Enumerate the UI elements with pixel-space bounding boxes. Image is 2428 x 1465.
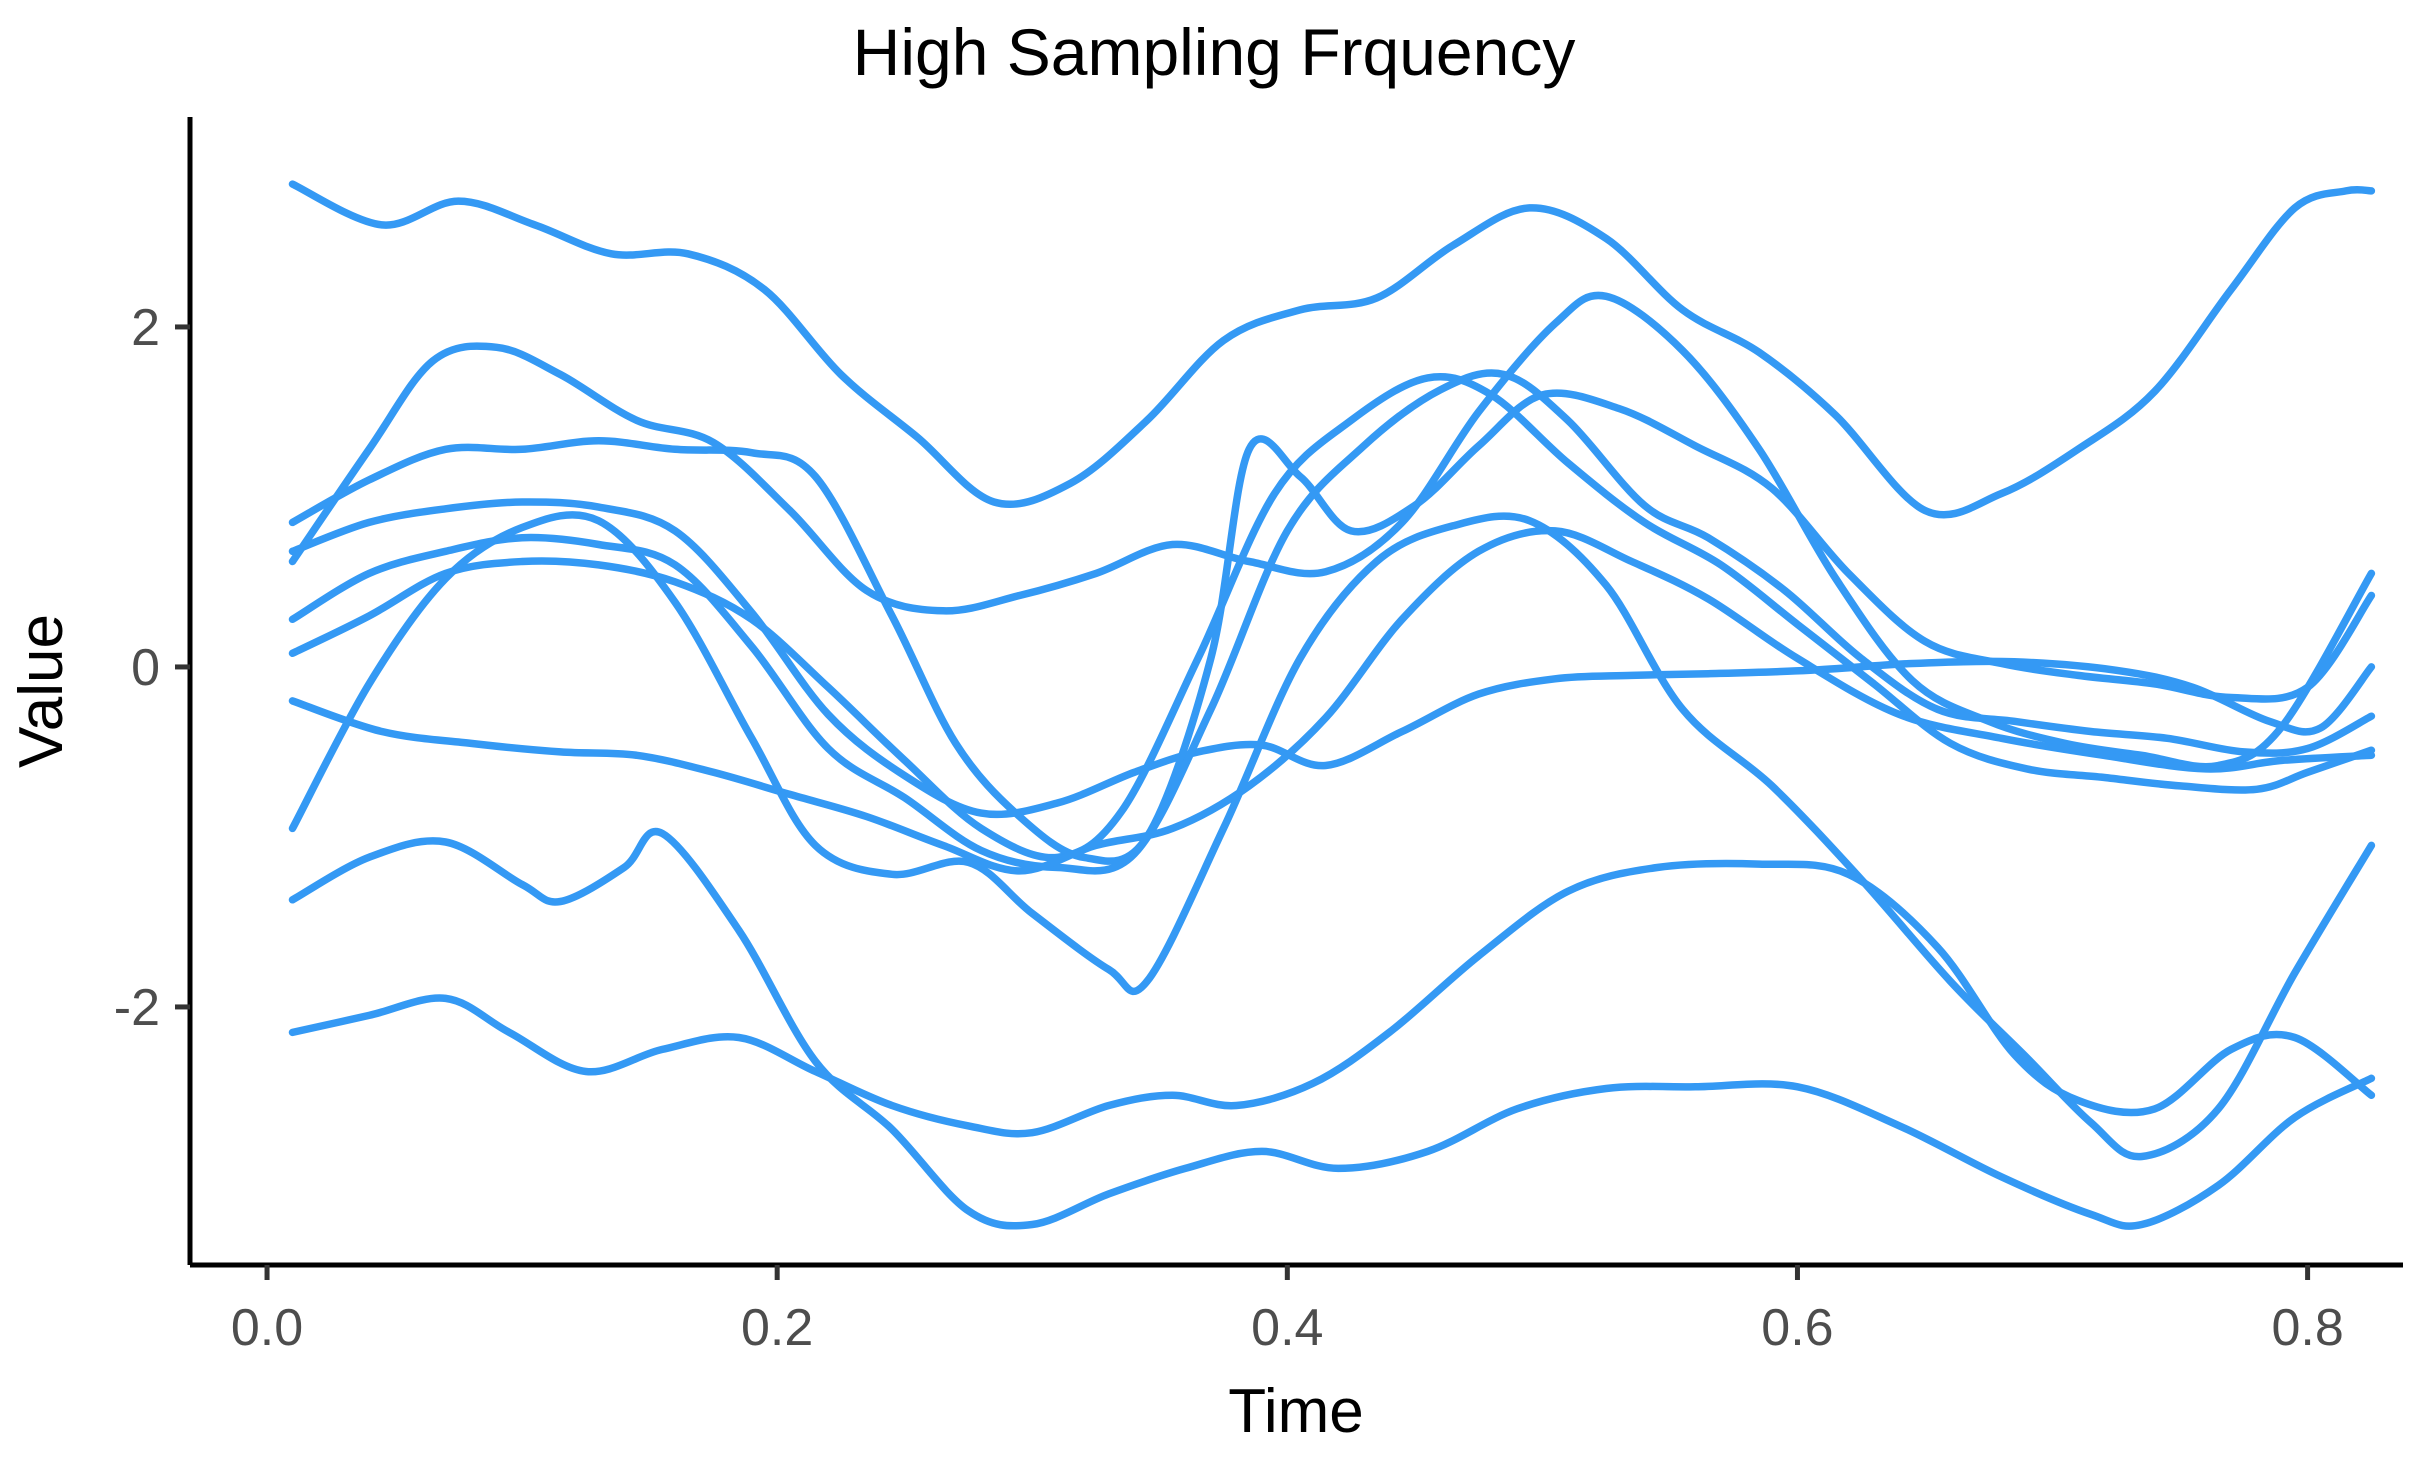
series-group: [288, 180, 2376, 1230]
series-line-curve-8: [288, 827, 2376, 1230]
x-tick-label: 0.0: [231, 1299, 303, 1357]
y-tick-label: -2: [114, 979, 160, 1037]
x-axis-title: Time: [1228, 1377, 1363, 1446]
x-tick-label: 0.2: [741, 1299, 813, 1357]
series-line-curve-7: [288, 526, 2376, 875]
axes-group: [187, 117, 2403, 1268]
y-tick-label: 0: [131, 639, 160, 697]
x-tick-label: 0.4: [1251, 1299, 1323, 1357]
x-tick-label: 0.8: [2271, 1299, 2343, 1357]
ticks-group: 2 0 -2 0.0 0.2 0.4 0.6 0.8: [114, 299, 2344, 1357]
series-line-curve-1: [288, 180, 2376, 519]
series-line-curve-6: [288, 372, 2376, 862]
y-axis-title: Value: [7, 614, 76, 768]
series-line-curve-5: [288, 369, 2376, 875]
x-tick-label: 0.6: [1761, 1299, 1833, 1357]
y-tick-label: 2: [131, 299, 160, 357]
series-line-curve-9: [288, 859, 2376, 1138]
chart-title: High Sampling Frquency: [853, 15, 1576, 89]
series-line-curve-4: [288, 498, 2376, 819]
series-line-curve-10: [288, 511, 2376, 1161]
series-line-curve-2: [288, 291, 2376, 771]
